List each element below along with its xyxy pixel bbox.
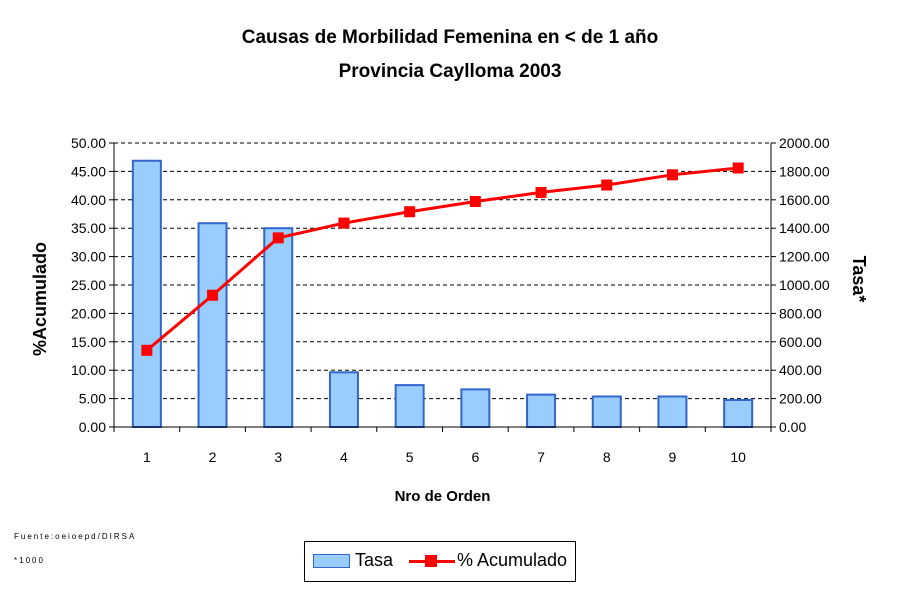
x-tick-label: 3	[274, 449, 282, 465]
x-tick-label: 8	[603, 449, 611, 465]
bar-tasa-1	[131, 159, 162, 428]
y-tick-label-right: 0.00	[779, 419, 806, 435]
y-tick-label-left: 15.00	[71, 334, 106, 350]
x-tick-label: 1	[143, 449, 151, 465]
bar-tasa-3	[263, 227, 294, 428]
bar-tasa-9	[657, 395, 688, 429]
y-tick-label-right: 600.00	[779, 334, 822, 350]
point-acumulado-4	[338, 217, 350, 229]
x-tick-label: 9	[669, 449, 677, 465]
y-tick-label-right: 1600.00	[779, 192, 830, 208]
legend-label-tasa: Tasa	[355, 550, 394, 570]
y-tick-label-left: 30.00	[71, 249, 106, 265]
bar-tasa-8	[591, 395, 622, 429]
point-acumulado-5	[404, 206, 416, 218]
point-acumulado-7	[535, 186, 547, 198]
bar-tasa-5	[394, 384, 425, 428]
line-acumulado	[145, 166, 739, 352]
point-acumulado-10	[732, 162, 744, 174]
y-tick-label-left: 10.00	[71, 362, 106, 378]
bar-tasa-6	[460, 388, 491, 428]
legend-swatch-tasa	[313, 554, 350, 568]
legend-swatch-acumulado-marker	[425, 555, 437, 567]
y-tick-label-right: 1800.00	[779, 163, 830, 179]
y-tick-label-left: 0.00	[79, 419, 106, 435]
y-tick-label-left: 25.00	[71, 277, 106, 293]
x-tick-label: 6	[471, 449, 479, 465]
y-axis-label-right: Tasa*	[849, 256, 869, 303]
y-tick-label-right: 1400.00	[779, 220, 830, 236]
y-tick-label-right: 1000.00	[779, 277, 830, 293]
bar-tasa-7	[526, 393, 557, 428]
y-tick-label-right: 2000.00	[779, 135, 830, 151]
chart-title: Causas de Morbilidad Femenina en < de 1 …	[241, 27, 659, 48]
x-tick-label: 5	[406, 449, 414, 465]
y-tick-label-left: 5.00	[79, 391, 106, 407]
footnote: *1000	[14, 556, 45, 565]
y-tick-label-right: 1200.00	[779, 249, 830, 265]
point-acumulado-2	[207, 289, 219, 301]
point-acumulado-8	[601, 179, 613, 191]
chart-subtitle: Provincia Caylloma 2003	[338, 61, 562, 82]
x-tick-label: 7	[537, 449, 545, 465]
y-tick-label-left: 45.00	[71, 163, 106, 179]
x-tick-label: 4	[340, 449, 348, 465]
y-tick-label-left: 40.00	[71, 192, 106, 208]
source-note: Fuente:oeioepd/DIRSA	[14, 532, 137, 541]
y-tick-label-right: 400.00	[779, 362, 822, 378]
bar-tasa-4	[328, 371, 359, 428]
point-acumulado-9	[666, 169, 678, 181]
y-tick-label-right: 200.00	[779, 391, 822, 407]
point-acumulado-1	[141, 344, 153, 356]
chart-legend: Tasa % Acumulado	[304, 541, 576, 582]
x-tick-label: 10	[730, 449, 746, 465]
y-tick-label-right: 800.00	[779, 305, 822, 321]
y-tick-label-left: 20.00	[71, 305, 106, 321]
x-axis-label: Nro de Orden	[395, 488, 491, 505]
bar-tasa-2	[197, 222, 228, 428]
legend-label-acumulado: % Acumulado	[457, 550, 568, 570]
y-tick-label-left: 50.00	[71, 135, 106, 151]
y-axis-label-left: %Acumulado	[30, 242, 50, 356]
bar-tasa-10	[723, 399, 754, 428]
x-tick-label: 2	[209, 449, 217, 465]
point-acumulado-6	[469, 196, 481, 208]
y-tick-label-left: 35.00	[71, 220, 106, 236]
point-acumulado-3	[272, 232, 284, 244]
